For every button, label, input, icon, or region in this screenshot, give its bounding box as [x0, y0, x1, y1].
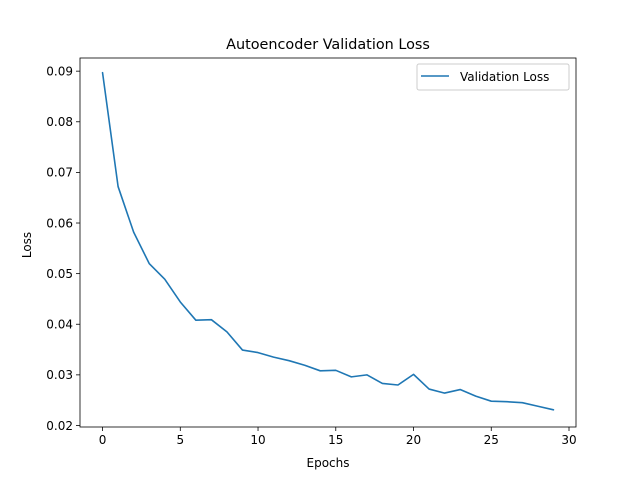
x-tick-label: 15: [328, 433, 343, 447]
x-tick-label: 5: [176, 433, 184, 447]
x-tick-label: 25: [484, 433, 499, 447]
y-axis-label: Loss: [20, 232, 34, 258]
data-point: [475, 395, 477, 397]
data-point: [242, 349, 244, 351]
data-point: [195, 319, 197, 321]
data-point: [537, 405, 539, 407]
data-point: [382, 383, 384, 385]
data-point: [133, 231, 135, 233]
x-axis-label: Epochs: [307, 456, 350, 470]
plot-background: [80, 58, 576, 427]
data-point: [553, 409, 555, 411]
data-point: [413, 374, 415, 376]
legend-box: [416, 63, 570, 91]
data-point: [366, 374, 368, 376]
legend: Validation Loss: [416, 63, 570, 91]
plot-frame: [79, 57, 577, 428]
y-tick-label: 0.03: [46, 368, 73, 382]
chart-title: Autoencoder Validation Loss: [226, 37, 430, 53]
y-tick-label: 0.09: [46, 64, 73, 78]
data-point: [148, 263, 150, 265]
data-point: [319, 370, 321, 372]
data-point: [459, 389, 461, 391]
y-tick-label: 0.06: [46, 216, 73, 230]
data-point: [211, 319, 213, 321]
data-point: [179, 301, 181, 303]
axes: 0 5 10 15 20 25 30 0.02 0.03 0.04 0.05 0.06 0.07 0.08…: [46, 57, 577, 447]
data-point: [257, 352, 259, 354]
data-point: [304, 364, 306, 366]
x-tick-label: 30: [561, 433, 576, 447]
data-point: [490, 400, 492, 402]
data-point: [522, 402, 524, 404]
data-point: [273, 356, 275, 358]
data-point: [117, 186, 119, 188]
y-tick-label: 0.08: [46, 115, 73, 129]
series-line-validation-loss: [101, 71, 555, 411]
data-point: [226, 331, 228, 333]
data-point: [351, 376, 353, 378]
x-tick-label: 20: [406, 433, 421, 447]
x-tick-label: 10: [250, 433, 265, 447]
plot-area: [80, 58, 576, 427]
y-tick-label: 0.02: [46, 419, 73, 433]
data-point: [335, 370, 337, 372]
data-point: [397, 384, 399, 386]
data-point: [444, 392, 446, 394]
legend-label-validation-loss: Validation Loss: [460, 70, 549, 84]
data-point: [102, 72, 104, 74]
x-tick-label: 0: [99, 433, 107, 447]
data-point: [506, 401, 508, 403]
data-point: [428, 388, 430, 390]
y-tick-label: 0.07: [46, 166, 73, 180]
data-point: [164, 278, 166, 280]
y-tick-label: 0.05: [46, 267, 73, 281]
data-point: [288, 360, 290, 362]
y-tick-label: 0.04: [46, 318, 73, 332]
